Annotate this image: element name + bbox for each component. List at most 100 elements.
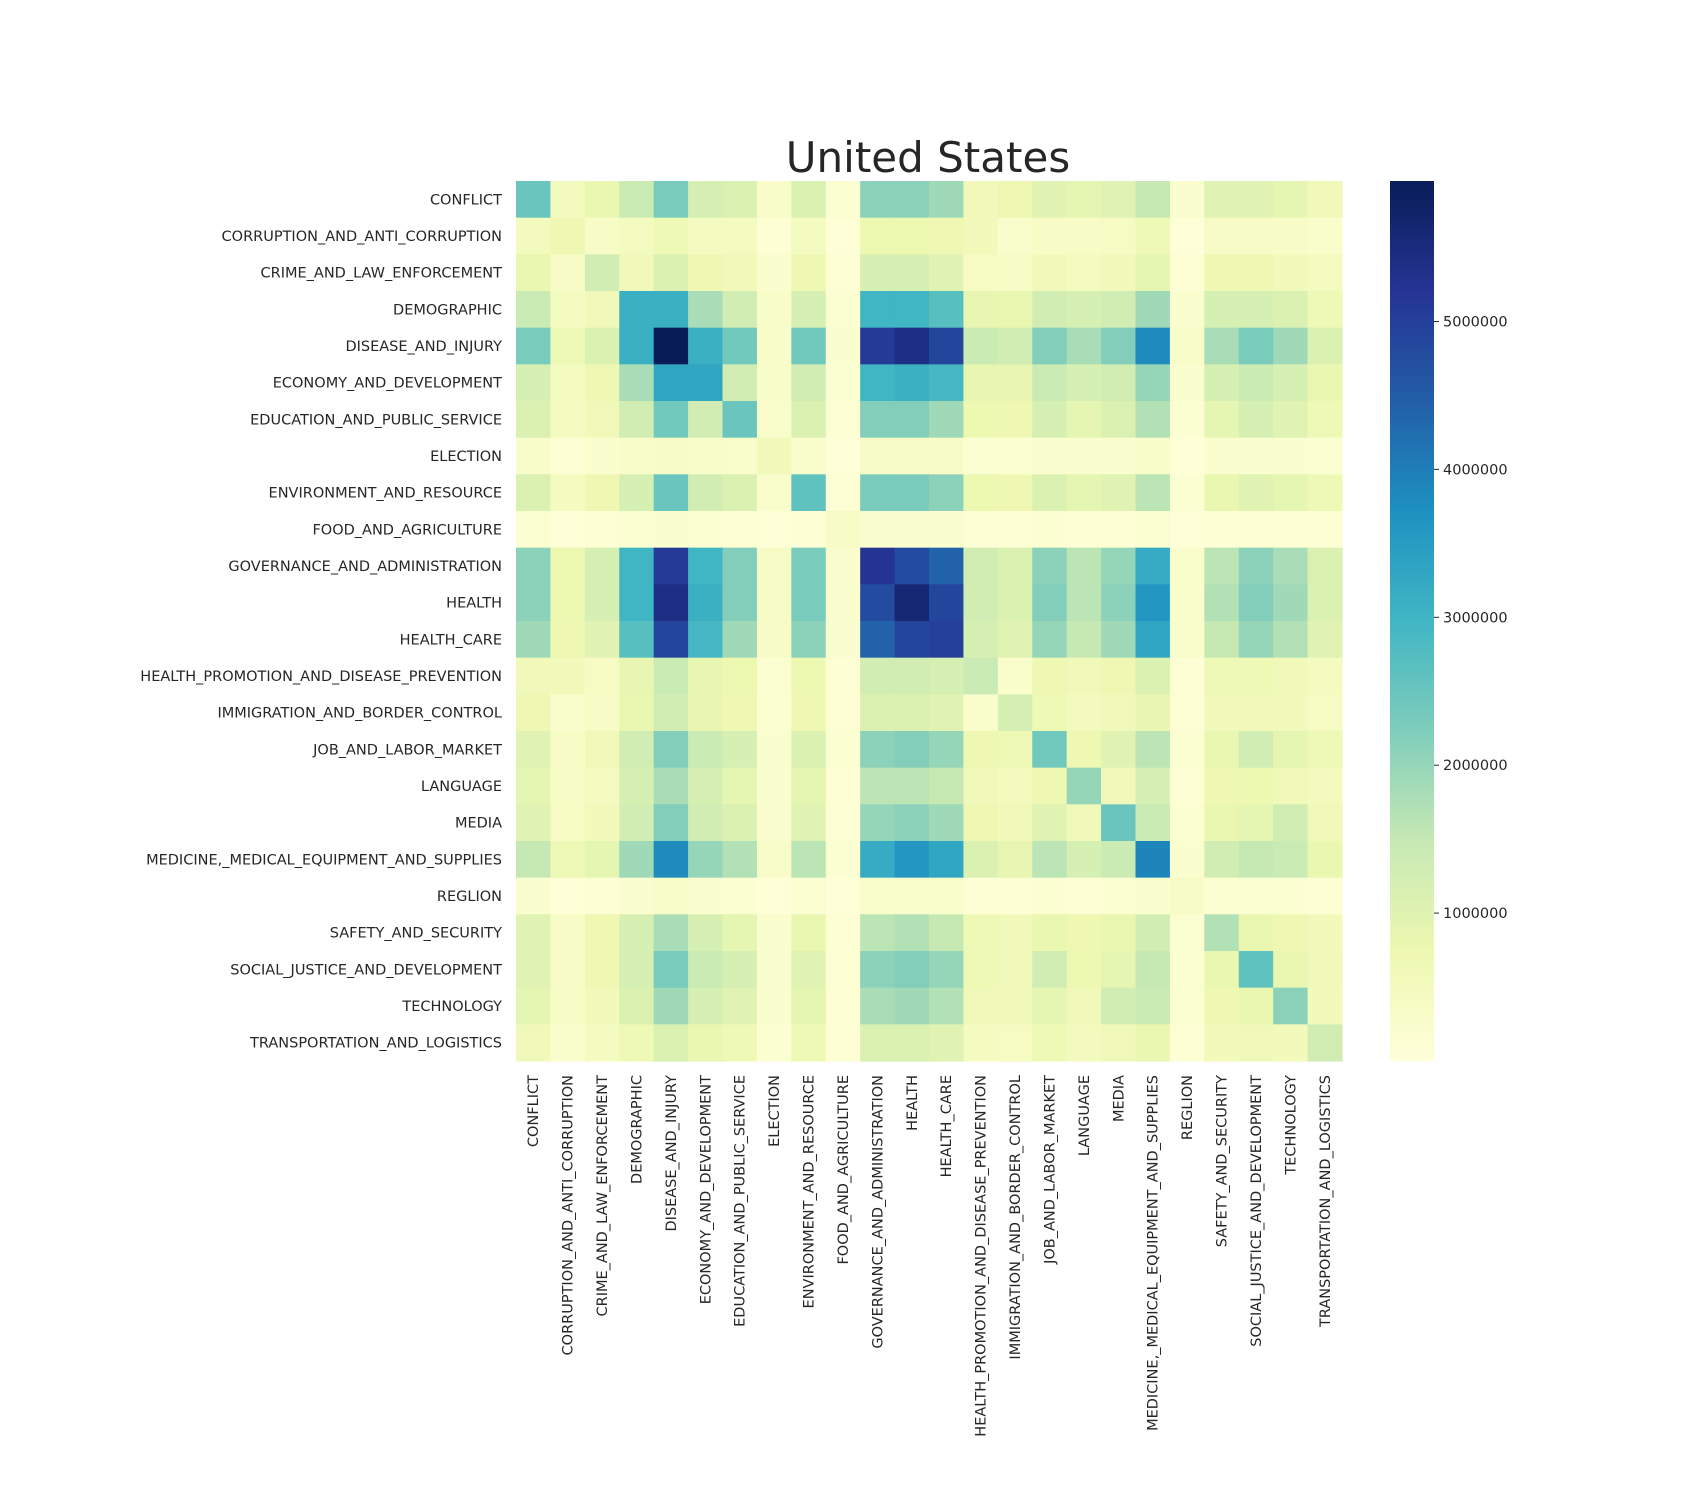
heatmap-cell	[516, 914, 552, 952]
heatmap-cell	[619, 254, 655, 292]
heatmap-cell	[1307, 474, 1343, 512]
heatmap-cell	[1169, 217, 1205, 255]
y-tick-label: ENVIRONMENT_AND_RESOURCE	[269, 486, 502, 502]
y-tick-label: SOCIAL_JUSTICE_AND_DEVELOPMENT	[230, 962, 502, 978]
heatmap-cell	[1101, 621, 1137, 659]
heatmap-cell	[1169, 364, 1205, 402]
heatmap-cell	[1066, 804, 1102, 842]
heatmap-cell	[1066, 547, 1102, 585]
heatmap-cell	[1101, 364, 1137, 402]
heatmap-cell	[929, 621, 965, 659]
heatmap-cell	[825, 767, 861, 805]
heatmap-cell	[516, 1024, 552, 1062]
heatmap-cell	[1032, 951, 1068, 989]
heatmap-cell	[963, 657, 999, 695]
y-tick-label: SAFETY_AND_SECURITY	[330, 926, 502, 942]
heatmap-cell	[516, 987, 552, 1025]
heatmap-cell	[550, 254, 586, 292]
heatmap-cell	[1032, 841, 1068, 879]
heatmap-cell	[1273, 621, 1309, 659]
heatmap-cell	[619, 1024, 655, 1062]
heatmap-cell	[1204, 291, 1240, 329]
heatmap-cell	[894, 987, 930, 1025]
heatmap-cell	[688, 951, 724, 989]
heatmap-cell	[825, 254, 861, 292]
heatmap-cell	[516, 364, 552, 402]
heatmap-cell	[1307, 584, 1343, 622]
heatmap-cell	[791, 804, 827, 842]
heatmap-cell	[1169, 621, 1205, 659]
heatmap-cell	[860, 841, 896, 879]
heatmap-cell	[997, 1024, 1033, 1062]
heatmap-cell	[619, 511, 655, 549]
colorbar-tick-label: 4000000	[1443, 462, 1508, 478]
heatmap-cell	[1066, 217, 1102, 255]
heatmap-cell	[584, 181, 620, 219]
heatmap-cell	[1204, 437, 1240, 475]
heatmap-cell	[619, 804, 655, 842]
heatmap-cell	[997, 951, 1033, 989]
y-tick-label: REGLION	[437, 889, 502, 905]
heatmap-cell	[1238, 987, 1274, 1025]
y-tick-label: EDUCATION_AND_PUBLIC_SERVICE	[250, 412, 502, 428]
heatmap-cell	[894, 364, 930, 402]
heatmap-cell	[1101, 914, 1137, 952]
heatmap-cell	[1032, 364, 1068, 402]
heatmap-cell	[1032, 511, 1068, 549]
heatmap-cell	[929, 841, 965, 879]
heatmap-cell	[1307, 254, 1343, 292]
heatmap-cell	[756, 767, 792, 805]
y-tick-label: IMMIGRATION_AND_BORDER_CONTROL	[217, 706, 502, 722]
heatmap-cell	[894, 401, 930, 439]
heatmap-cell	[756, 987, 792, 1025]
heatmap-cell	[860, 877, 896, 915]
heatmap-cell	[1169, 657, 1205, 695]
heatmap-cell	[688, 474, 724, 512]
heatmap-cell	[619, 327, 655, 365]
x-tick-label: TECHNOLOGY	[1283, 1075, 1299, 1176]
heatmap-cell	[619, 584, 655, 622]
heatmap-cell	[584, 877, 620, 915]
heatmap-cell	[1135, 1024, 1171, 1062]
heatmap-cell	[550, 804, 586, 842]
heatmap-cell	[1238, 621, 1274, 659]
heatmap-cell	[756, 181, 792, 219]
heatmap-cell	[894, 511, 930, 549]
heatmap-cell	[550, 657, 586, 695]
heatmap-cell	[1204, 327, 1240, 365]
heatmap-cell	[1066, 877, 1102, 915]
heatmap-cell	[963, 767, 999, 805]
heatmap-cell	[825, 474, 861, 512]
heatmap-cell	[653, 987, 689, 1025]
heatmap-cell	[791, 511, 827, 549]
heatmap-cell	[653, 511, 689, 549]
heatmap-cell	[963, 291, 999, 329]
heatmap-cell	[1204, 621, 1240, 659]
heatmap-cell	[825, 841, 861, 879]
y-tick-label: ECONOMY_AND_DEVELOPMENT	[273, 376, 502, 392]
heatmap-cell	[825, 987, 861, 1025]
heatmap-cell	[584, 841, 620, 879]
heatmap-cell	[1101, 657, 1137, 695]
heatmap-cell	[516, 511, 552, 549]
heatmap-cell	[1307, 217, 1343, 255]
heatmap-cell	[1032, 181, 1068, 219]
heatmap-cell	[860, 804, 896, 842]
heatmap-cell	[825, 657, 861, 695]
heatmap-cell	[1169, 254, 1205, 292]
heatmap-cell	[1307, 767, 1343, 805]
heatmap-cell	[722, 914, 758, 952]
heatmap-cell	[516, 767, 552, 805]
heatmap-cell	[653, 437, 689, 475]
heatmap-cell	[963, 511, 999, 549]
heatmap-cell	[1032, 987, 1068, 1025]
heatmap-cell	[1307, 877, 1343, 915]
heatmap-cell	[756, 437, 792, 475]
heatmap-cell	[1204, 511, 1240, 549]
heatmap-cell	[756, 1024, 792, 1062]
heatmap-cell	[516, 327, 552, 365]
heatmap-cell	[997, 694, 1033, 732]
heatmap-cell	[653, 731, 689, 769]
heatmap-cell	[929, 877, 965, 915]
heatmap-cell	[756, 254, 792, 292]
